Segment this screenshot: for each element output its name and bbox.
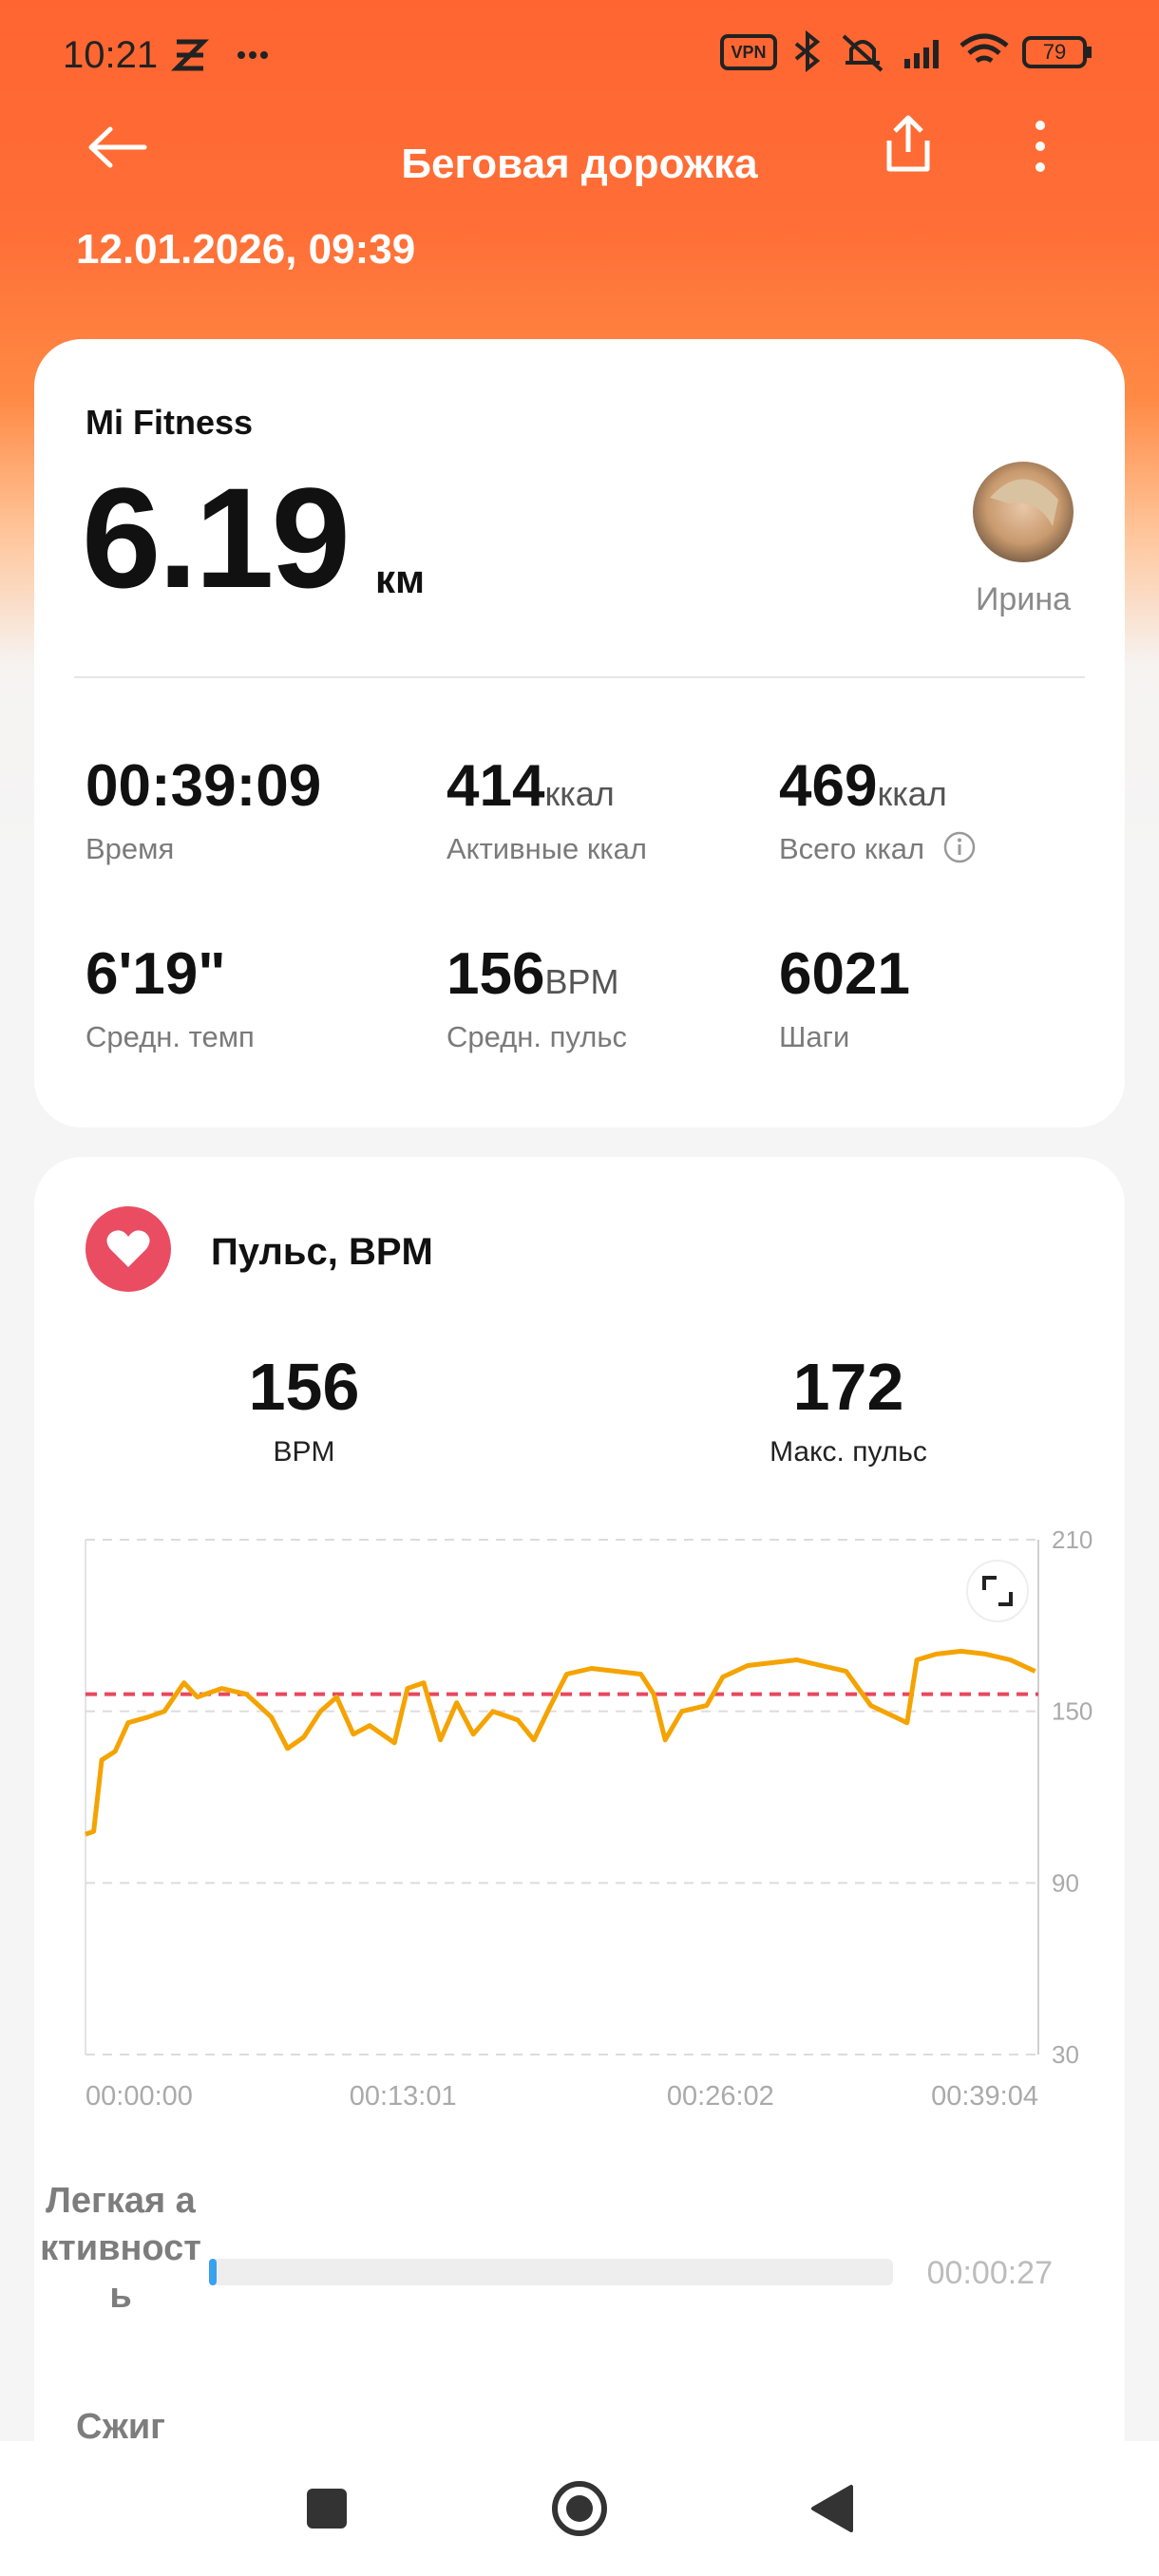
stat-label: Всего ккал	[779, 832, 925, 865]
x-tick-label: 00:39:04	[931, 2081, 1038, 2112]
status-icons-right: VPN 79	[720, 29, 1092, 73]
heart-rate-chart: 30 90 150 210 00:00:00 00:13:01 00:26:02 00:39:…	[85, 1525, 1092, 2112]
recent-button[interactable]	[307, 2489, 347, 2529]
back-button[interactable]	[86, 123, 152, 171]
avg-hr: 156	[248, 1350, 360, 1424]
distance-unit: км	[375, 557, 426, 601]
distance: 6.19	[82, 458, 351, 617]
user-name: Ирина	[975, 581, 1072, 617]
menu-button[interactable]	[1026, 118, 1054, 175]
stat-unit: ккал	[544, 774, 615, 813]
stat-unit: ккал	[877, 774, 947, 813]
stat-value: 00:39:09	[86, 752, 321, 820]
y-tick-label: 30	[1052, 2040, 1079, 2069]
source: Mi Fitness	[86, 403, 254, 442]
heart-icon	[86, 1206, 171, 1292]
card-title: Пульс, BPM	[211, 1231, 433, 1273]
stat-value: 6'19"	[86, 940, 226, 1008]
stat-label: Активные ккал	[446, 832, 647, 865]
stat-number: 156	[446, 941, 545, 1007]
zone-bar-track	[209, 2259, 893, 2285]
zone-bar-fill	[209, 2259, 217, 2285]
summary-card	[34, 339, 1125, 1127]
expand-button[interactable]	[966, 1560, 1029, 1622]
stat-number: 469	[779, 753, 878, 819]
x-tick-label: 00:13:01	[350, 2081, 457, 2112]
stat-number: 6021	[779, 941, 910, 1007]
y-tick-label: 150	[1052, 1697, 1092, 1726]
avg-hr-label: BPM	[273, 1436, 335, 1468]
stat-number: 00:39:09	[86, 753, 322, 819]
y-tick-label: 210	[1052, 1525, 1092, 1554]
zone-duration: 00:00:27	[926, 2255, 1053, 2291]
max-hr-label: Макс. пульс	[770, 1436, 927, 1468]
stat-value: 414ккал	[446, 752, 615, 820]
expand-icon	[982, 1576, 1013, 1606]
stat-number: 414	[446, 753, 545, 819]
battery-level: 79	[1043, 40, 1066, 64]
zone-label: Легкая активность	[40, 2181, 201, 2316]
home-button[interactable]	[552, 2481, 607, 2536]
share-button[interactable]	[880, 114, 937, 175]
status-time: 10:21	[63, 34, 159, 76]
svg-text:VPN: VPN	[731, 43, 766, 62]
stat-value: 469ккал	[779, 752, 947, 820]
x-tick-label: 00:26:02	[667, 2081, 774, 2112]
status-icons-left	[171, 39, 268, 71]
max-hr: 172	[792, 1350, 904, 1424]
avatar[interactable]	[971, 460, 1075, 564]
hr-line	[85, 1648, 1036, 1837]
y-tick-label: 90	[1052, 1868, 1079, 1897]
stat-label: Средн. пульс	[446, 1020, 627, 1053]
stat-value: 156BPM	[446, 940, 618, 1008]
zone-label: Сжиг	[75, 2407, 166, 2447]
screen-title: Беговая дорожка	[401, 141, 758, 187]
stat-label: Время	[86, 832, 175, 865]
info-icon[interactable]	[942, 830, 977, 864]
workout-date: 12.01.2026, 09:39	[76, 226, 416, 273]
back-nav-button[interactable]	[811, 2485, 853, 2532]
x-tick-label: 00:00:00	[86, 2081, 193, 2112]
stat-label: Шаги	[779, 1020, 850, 1053]
divider	[74, 676, 1085, 678]
stat-label: Средн. темп	[86, 1020, 255, 1053]
stat-number: 6'19"	[86, 941, 226, 1007]
stat-value: 6021	[779, 940, 910, 1008]
stat-unit: BPM	[544, 962, 619, 1001]
nav-buttons	[307, 2481, 853, 2536]
